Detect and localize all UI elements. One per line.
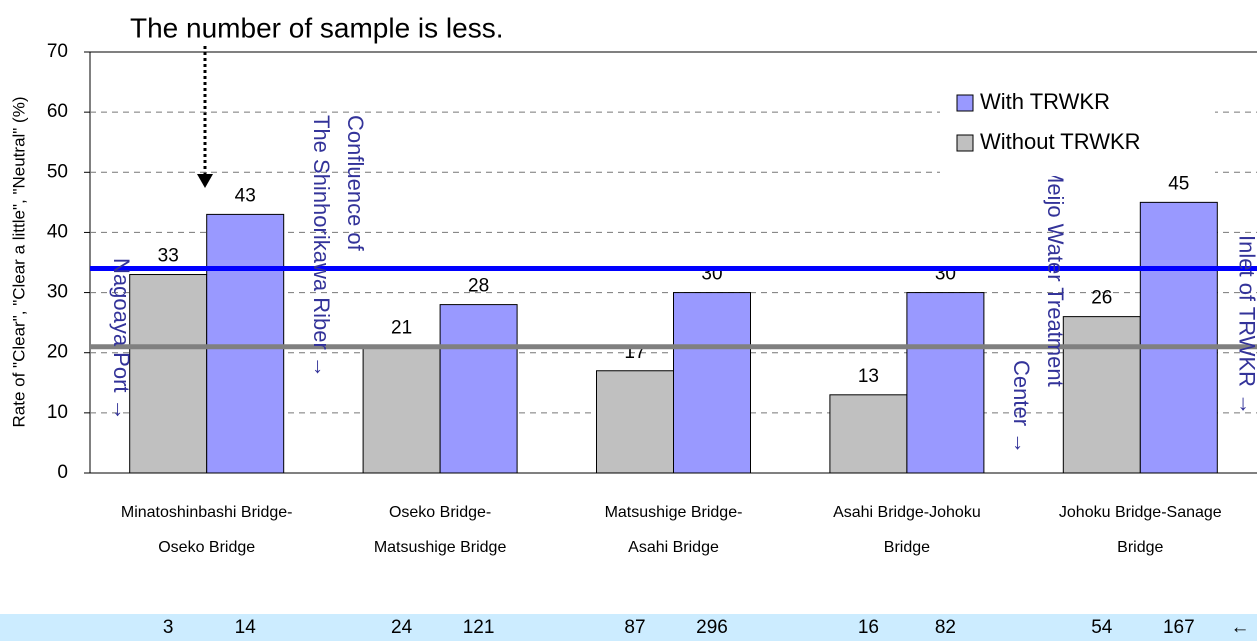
legend-swatch <box>956 94 974 112</box>
bar <box>1139 201 1218 474</box>
bar <box>596 370 674 474</box>
bar <box>829 394 908 474</box>
place-label: The Shinhorikawa Riber → <box>309 115 334 378</box>
x-tick-label: Bridge <box>1117 539 1163 556</box>
sample-arrow: ← <box>1231 617 1250 638</box>
place-label: Nagoaya Port → <box>109 258 134 421</box>
place-label: Confluence of <box>343 115 368 252</box>
place-label: Meijo Water Treatment <box>1043 165 1068 387</box>
annotation-arrowhead <box>197 174 213 188</box>
legend-label: Without TRWKR <box>980 129 1141 154</box>
sample-count: 16 <box>858 617 879 638</box>
y-tick-label: 30 <box>47 282 68 303</box>
y-tick-label: 10 <box>47 402 68 423</box>
data-label: 13 <box>858 366 879 387</box>
sample-count: 167 <box>1163 617 1195 638</box>
sample-count: 14 <box>235 617 257 638</box>
y-tick-label: 70 <box>47 41 68 62</box>
y-tick-label: 0 <box>57 462 68 483</box>
y-axis-label: Rate of "Clear", "Clear a little", "Neut… <box>9 97 28 428</box>
x-tick-label: Oseko Bridge <box>158 539 255 556</box>
legend-swatch <box>956 134 974 152</box>
annotation: The number of sample is less. <box>130 12 504 43</box>
sample-count: 24 <box>391 617 413 638</box>
data-label: 26 <box>1091 288 1112 309</box>
y-tick-label: 50 <box>47 161 68 182</box>
bar <box>362 346 441 474</box>
data-label: 33 <box>158 246 179 267</box>
bar <box>206 213 285 474</box>
sample-band <box>0 614 1257 641</box>
legend-label: With TRWKR <box>980 89 1110 114</box>
bar <box>906 292 985 474</box>
x-tick-label: Asahi Bridge-Johoku <box>833 504 981 521</box>
x-tick-label: Asahi Bridge <box>628 539 719 556</box>
y-tick-label: 60 <box>47 101 68 122</box>
data-label: 21 <box>391 318 412 339</box>
data-label: 43 <box>235 185 256 206</box>
sample-count: 296 <box>696 617 728 638</box>
x-tick-label: Matsushige Bridge- <box>605 504 743 521</box>
x-tick-label: Matsushige Bridge <box>374 539 507 556</box>
bar <box>439 304 518 474</box>
x-tick-label: Minatoshinbashi Bridge- <box>121 504 293 521</box>
place-label: Inlet of TRWKR → <box>1234 235 1257 415</box>
place-label: Center → <box>1009 360 1034 454</box>
y-tick-label: 20 <box>47 342 68 363</box>
bar <box>129 274 208 474</box>
sample-count: 87 <box>624 617 645 638</box>
x-tick-label: Johoku Bridge-Sanage <box>1059 504 1222 521</box>
x-tick-label: Oseko Bridge- <box>389 504 491 521</box>
sample-count: 82 <box>935 617 956 638</box>
x-tick-label: Bridge <box>884 539 930 556</box>
data-label: 28 <box>468 276 489 297</box>
sample-count: 54 <box>1091 617 1113 638</box>
data-label: 45 <box>1168 173 1189 194</box>
sample-count: 121 <box>463 617 495 638</box>
y-tick-label: 40 <box>47 221 68 242</box>
sample-count: 3 <box>163 617 174 638</box>
legend-box <box>940 80 1215 176</box>
bar <box>1062 316 1141 474</box>
bar <box>673 292 751 474</box>
